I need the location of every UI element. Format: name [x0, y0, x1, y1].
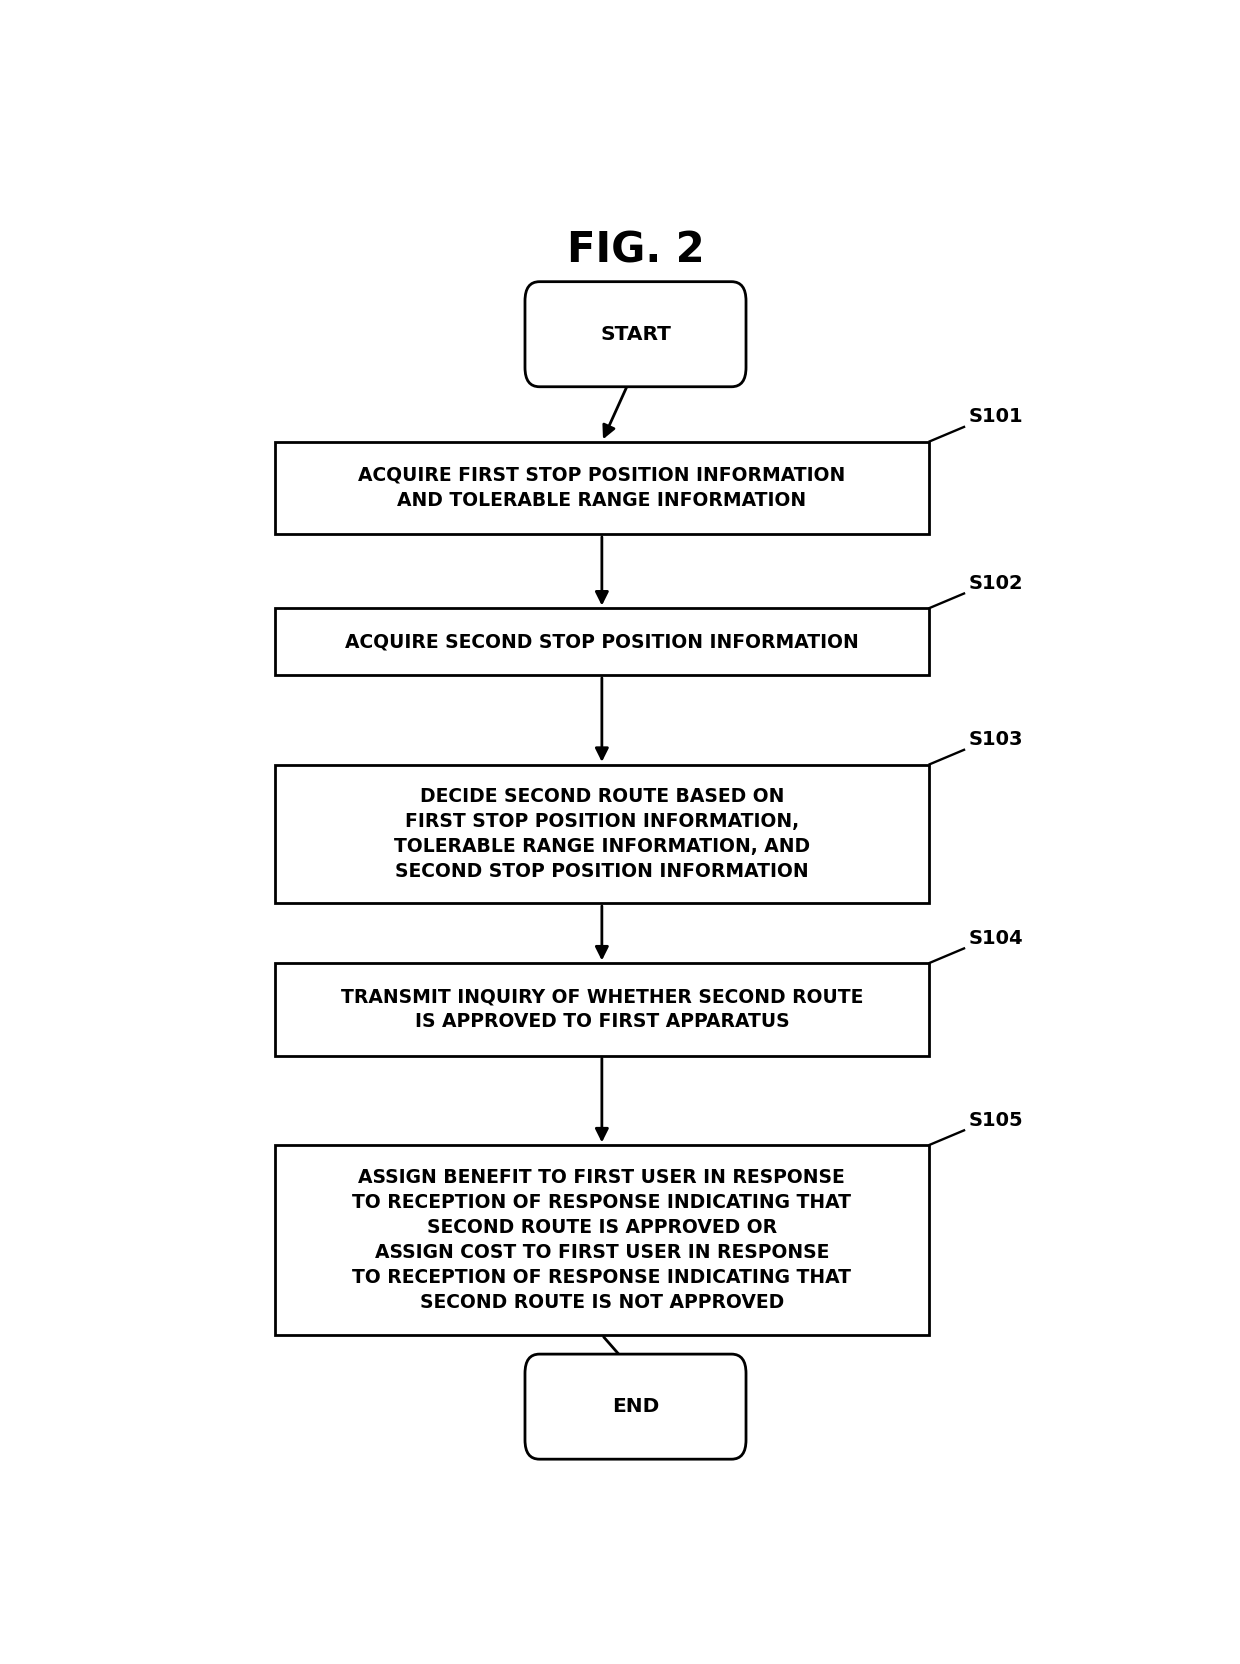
Text: END: END — [611, 1398, 660, 1416]
Text: START: START — [600, 324, 671, 344]
Text: S102: S102 — [968, 574, 1023, 592]
Text: DECIDE SECOND ROUTE BASED ON
FIRST STOP POSITION INFORMATION,
TOLERABLE RANGE IN: DECIDE SECOND ROUTE BASED ON FIRST STOP … — [394, 787, 810, 880]
Text: S104: S104 — [968, 929, 1023, 948]
Text: ACQUIRE FIRST STOP POSITION INFORMATION
AND TOLERABLE RANGE INFORMATION: ACQUIRE FIRST STOP POSITION INFORMATION … — [358, 466, 846, 509]
Text: S103: S103 — [968, 730, 1023, 749]
Bar — [275, 609, 929, 676]
FancyBboxPatch shape — [525, 281, 746, 386]
Bar — [275, 1145, 929, 1335]
Text: ASSIGN BENEFIT TO FIRST USER IN RESPONSE
TO RECEPTION OF RESPONSE INDICATING THA: ASSIGN BENEFIT TO FIRST USER IN RESPONSE… — [352, 1168, 852, 1313]
Text: S105: S105 — [968, 1112, 1023, 1130]
Text: FIG. 2: FIG. 2 — [567, 230, 704, 271]
Text: ACQUIRE SECOND STOP POSITION INFORMATION: ACQUIRE SECOND STOP POSITION INFORMATION — [345, 632, 859, 651]
Bar — [275, 963, 929, 1055]
FancyBboxPatch shape — [525, 1354, 746, 1459]
Text: S101: S101 — [968, 408, 1023, 426]
Bar — [275, 443, 929, 534]
Bar — [275, 765, 929, 904]
Text: TRANSMIT INQUIRY OF WHETHER SECOND ROUTE
IS APPROVED TO FIRST APPARATUS: TRANSMIT INQUIRY OF WHETHER SECOND ROUTE… — [341, 987, 863, 1032]
